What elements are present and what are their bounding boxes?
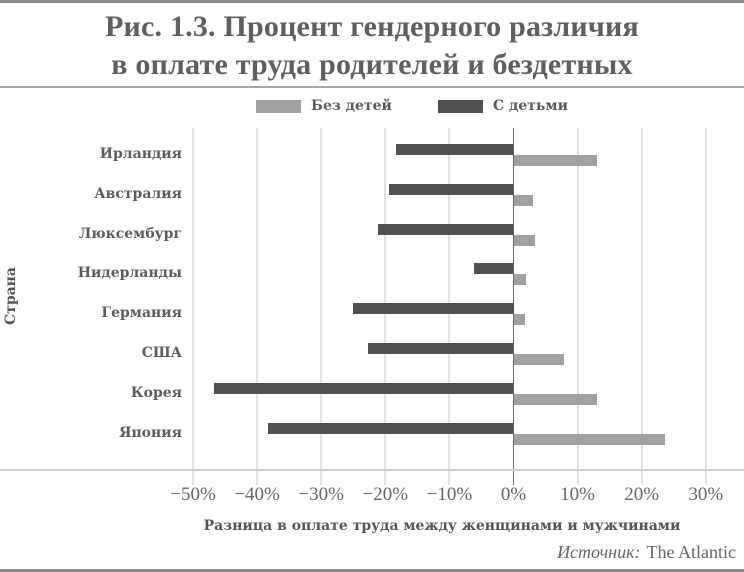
bar-with-children bbox=[267, 422, 514, 434]
bar-no-children bbox=[513, 155, 597, 166]
source-name: The Atlantic bbox=[646, 542, 736, 562]
x-axis-label: Разница в оплате труда между женщинами и… bbox=[203, 518, 681, 534]
gridline bbox=[704, 128, 707, 485]
legend-swatch-no-children bbox=[256, 99, 301, 113]
category-label: Австралия bbox=[94, 185, 182, 202]
x-tick-label: −40% bbox=[234, 484, 280, 505]
chart-title: Рис. 1.3. Процент гендерного различия в … bbox=[0, 8, 744, 84]
gridline bbox=[256, 128, 259, 485]
category-label: Нидерланды bbox=[77, 265, 182, 282]
x-tick-label: 0% bbox=[500, 484, 527, 505]
title-rule bbox=[0, 86, 744, 88]
category-label: Япония bbox=[119, 424, 182, 441]
title-line-1: Рис. 1.3. Процент гендерного различия bbox=[105, 10, 639, 43]
plot-area bbox=[0, 128, 744, 485]
x-tick-label: −10% bbox=[426, 484, 473, 505]
top-rule bbox=[0, 0, 744, 3]
title-line-2: в оплате труда родителей и бездетных bbox=[111, 48, 633, 81]
legend-label: С детьми bbox=[493, 98, 568, 114]
bar-no-children bbox=[513, 433, 665, 445]
bar-with-children bbox=[378, 223, 514, 235]
bar-with-children bbox=[395, 144, 514, 155]
bottom-rule bbox=[0, 569, 744, 572]
bar-no-children bbox=[513, 314, 526, 326]
bar-no-children bbox=[513, 194, 533, 206]
x-tick-label: 20% bbox=[624, 484, 660, 505]
gridline bbox=[192, 128, 194, 485]
legend-item-with-children: С детьми bbox=[438, 98, 568, 114]
source-prefix: Источник: bbox=[557, 542, 641, 562]
bar-no-children bbox=[513, 354, 565, 365]
category-label: Люксембург bbox=[78, 225, 182, 242]
x-tick-label: −50% bbox=[170, 484, 216, 505]
category-label: Германия bbox=[101, 305, 182, 322]
category-label: Корея bbox=[130, 384, 182, 401]
bar-with-children bbox=[388, 183, 514, 195]
gridline bbox=[576, 128, 579, 485]
x-axis-baseline bbox=[0, 469, 744, 471]
bar-with-children bbox=[367, 343, 514, 354]
x-tick-label: −30% bbox=[298, 484, 344, 505]
bar-with-children bbox=[353, 303, 514, 315]
legend-label: Без детей bbox=[311, 98, 392, 114]
bar-no-children bbox=[513, 234, 535, 246]
bar-no-children bbox=[513, 393, 597, 405]
category-label: США bbox=[141, 345, 182, 361]
gridline bbox=[640, 128, 643, 485]
x-tick-label: 30% bbox=[688, 484, 724, 505]
category-label: Ирландия bbox=[99, 146, 182, 162]
bar-no-children bbox=[513, 274, 526, 286]
bar-with-children bbox=[473, 263, 514, 275]
source-note: Источник: The Atlantic bbox=[557, 542, 736, 563]
gridline bbox=[320, 128, 323, 485]
y-axis-label: Страна bbox=[3, 267, 19, 325]
legend: Без детей С детьми bbox=[0, 98, 744, 118]
x-tick-label: −20% bbox=[362, 484, 409, 505]
x-tick-label: 10% bbox=[560, 484, 596, 505]
legend-item-no-children: Без детей bbox=[256, 98, 392, 114]
legend-swatch-with-children bbox=[438, 99, 483, 113]
bar-with-children bbox=[214, 382, 514, 394]
